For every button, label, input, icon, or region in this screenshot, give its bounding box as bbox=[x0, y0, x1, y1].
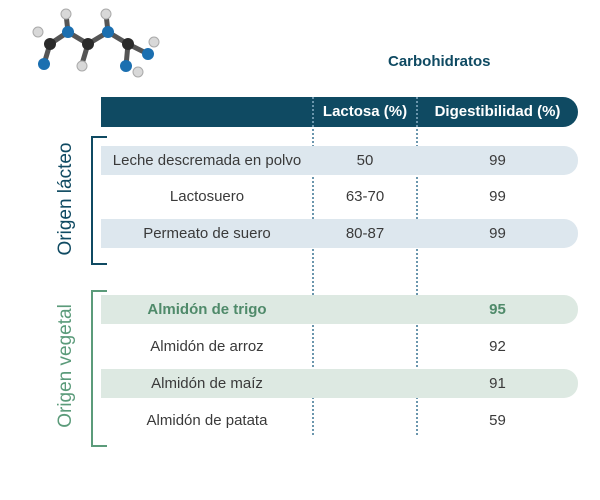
row-lactosa: 80-87 bbox=[345, 225, 385, 242]
row-digestibilidad: 59 bbox=[489, 412, 506, 429]
column-divider bbox=[416, 97, 418, 435]
row-lactosa bbox=[313, 406, 417, 435]
column-header-lactosa: Lactosa (%) bbox=[322, 103, 408, 120]
group-bracket-vegetal bbox=[91, 290, 107, 447]
row-lactosa: 63-70 bbox=[345, 188, 385, 205]
table-row: Almidón de patata 59 bbox=[101, 406, 578, 435]
row-digestibilidad: 95 bbox=[489, 301, 506, 318]
table-row: Leche descremada en polvo 50 99 bbox=[101, 146, 578, 175]
table-row: Almidón de trigo 95 bbox=[101, 295, 578, 324]
group-label-vegetal: Origen vegetal bbox=[55, 304, 76, 428]
table-title: Carbohidratos bbox=[388, 53, 491, 70]
row-name: Lactosuero bbox=[169, 188, 245, 205]
row-digestibilidad: 99 bbox=[489, 152, 506, 169]
row-digestibilidad: 92 bbox=[489, 338, 506, 355]
table-header: Lactosa (%) Digestibilidad (%) bbox=[101, 97, 578, 127]
column-divider bbox=[312, 97, 314, 435]
row-name: Almidón de patata bbox=[146, 412, 268, 429]
row-name: Almidón de maíz bbox=[151, 375, 263, 392]
row-digestibilidad: 99 bbox=[489, 188, 506, 205]
table-row: Almidón de arroz 92 bbox=[101, 332, 578, 361]
table-row: Lactosuero 63-70 99 bbox=[101, 182, 578, 211]
column-header-digestibilidad: Digestibilidad (%) bbox=[434, 103, 561, 120]
table-row: Almidón de maíz 91 bbox=[101, 369, 578, 398]
molecule-icon bbox=[32, 8, 160, 78]
row-lactosa bbox=[313, 369, 417, 398]
group-label-lacteo: Origen lácteo bbox=[55, 142, 76, 256]
row-lactosa: 50 bbox=[356, 152, 374, 169]
row-lactosa bbox=[313, 295, 417, 324]
row-name: Permeato de suero bbox=[143, 225, 271, 242]
row-name: Almidón de arroz bbox=[150, 338, 264, 355]
row-name: Leche descremada en polvo bbox=[112, 152, 302, 169]
group-bracket-lacteo bbox=[91, 136, 107, 265]
row-digestibilidad: 99 bbox=[489, 225, 506, 242]
row-lactosa bbox=[313, 332, 417, 361]
row-name: Almidón de trigo bbox=[147, 301, 267, 318]
row-digestibilidad: 91 bbox=[489, 375, 506, 392]
table-row: Permeato de suero 80-87 99 bbox=[101, 219, 578, 248]
